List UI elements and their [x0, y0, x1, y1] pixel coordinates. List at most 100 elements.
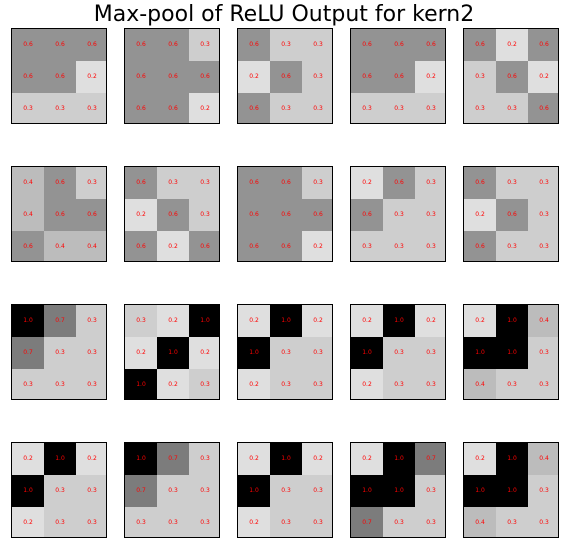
- heatmap-cell: 0.7: [351, 507, 383, 537]
- cell-value-label: 0.6: [475, 41, 485, 48]
- heatmap-cell: 0.3: [383, 337, 415, 369]
- cell-value-label: 0.6: [168, 211, 178, 218]
- cell-value-label: 0.2: [362, 455, 372, 462]
- cell-value-label: 0.2: [249, 519, 259, 526]
- cell-value-label: 0.3: [55, 487, 65, 494]
- cell-value-label: 0.6: [249, 105, 259, 112]
- cell-value-label: 0.3: [362, 243, 372, 250]
- heatmap-cell: 0.2: [238, 507, 270, 537]
- heatmap-cell: 0.2: [238, 305, 270, 337]
- heatmap-cell: 0.6: [125, 61, 157, 93]
- heatmap-cell: 1.0: [496, 475, 528, 507]
- cell-value-label: 1.0: [249, 487, 259, 494]
- heatmap-cell: 0.6: [464, 231, 496, 261]
- heatmap-cell: 0.2: [125, 337, 157, 369]
- cell-value-label: 0.2: [362, 179, 372, 186]
- heatmap-cell: 1.0: [464, 337, 496, 369]
- heatmap-cell: 0.6: [496, 199, 528, 231]
- heatmap-cell: 0.3: [528, 337, 558, 369]
- cell-value-label: 0.7: [168, 455, 178, 462]
- heatmap-cell: 0.2: [238, 61, 270, 93]
- heatmap-cell: 0.3: [189, 167, 219, 199]
- heatmap-cell: 0.2: [496, 29, 528, 61]
- heatmap-panel: 0.3 0.2 1.0 0.2 1.0 0.2 1.0 0.2 0.3: [124, 304, 220, 400]
- cell-value-label: 0.6: [168, 105, 178, 112]
- cell-value-label: 0.3: [55, 349, 65, 356]
- heatmap-cell: 0.4: [528, 305, 558, 337]
- cell-value-label: 0.3: [507, 519, 517, 526]
- heatmap-cell: 0.3: [383, 231, 415, 261]
- cell-value-label: 0.4: [23, 211, 33, 218]
- heatmap-cell: 1.0: [189, 305, 219, 337]
- heatmap-cell: 0.3: [496, 369, 528, 399]
- cell-value-label: 0.6: [507, 211, 517, 218]
- cell-value-label: 0.6: [394, 179, 404, 186]
- cell-value-label: 0.6: [394, 73, 404, 80]
- cell-value-label: 0.2: [136, 349, 146, 356]
- heatmap-cell: 0.2: [351, 369, 383, 399]
- heatmap-cell: 0.3: [302, 167, 332, 199]
- heatmap-cell: 0.3: [496, 231, 528, 261]
- heatmap-cell: 0.2: [157, 305, 189, 337]
- heatmap-cell: 0.3: [125, 507, 157, 537]
- chart-title: Max-pool of ReLU Output for kern2: [93, 2, 475, 27]
- heatmap-cell: 0.3: [351, 93, 383, 123]
- cell-value-label: 0.3: [539, 349, 549, 356]
- heatmap-cell: 0.2: [464, 199, 496, 231]
- heatmap-cell: 0.3: [270, 369, 302, 399]
- heatmap-panel: 1.0 0.7 0.3 0.7 0.3 0.3 0.3 0.3 0.3: [11, 304, 107, 400]
- cell-value-label: 1.0: [507, 487, 517, 494]
- heatmap-panel: 0.2 1.0 0.7 1.0 1.0 0.3 0.7 0.3 0.3: [350, 442, 446, 538]
- heatmap-cell: 0.6: [12, 61, 44, 93]
- heatmap-cell: 0.3: [270, 337, 302, 369]
- heatmap-cell: 0.7: [125, 475, 157, 507]
- cell-value-label: 0.2: [313, 243, 323, 250]
- cell-value-label: 0.3: [426, 211, 436, 218]
- cell-value-label: 0.3: [507, 105, 517, 112]
- heatmap-cell: 0.3: [270, 507, 302, 537]
- heatmap-panel: 0.2 0.6 0.3 0.6 0.3 0.3 0.3 0.3 0.3: [350, 166, 446, 262]
- cell-value-label: 0.4: [55, 243, 65, 250]
- cell-value-label: 0.3: [168, 487, 178, 494]
- heatmap-cell: 0.3: [189, 475, 219, 507]
- cell-value-label: 0.3: [281, 381, 291, 388]
- heatmap-cell: 0.2: [351, 167, 383, 199]
- cell-value-label: 1.0: [362, 487, 372, 494]
- cell-value-label: 0.3: [55, 381, 65, 388]
- cell-value-label: 0.3: [426, 519, 436, 526]
- cell-value-label: 0.6: [136, 179, 146, 186]
- cell-value-label: 0.3: [200, 381, 210, 388]
- cell-value-label: 0.4: [539, 317, 549, 324]
- heatmap-cell: 0.3: [189, 199, 219, 231]
- cell-value-label: 0.6: [249, 179, 259, 186]
- heatmap-cell: 0.6: [125, 29, 157, 61]
- heatmap-cell: 1.0: [464, 475, 496, 507]
- heatmap-cell: 0.6: [351, 61, 383, 93]
- cell-value-label: 0.3: [281, 349, 291, 356]
- cell-value-label: 1.0: [281, 455, 291, 462]
- cell-value-label: 0.6: [281, 211, 291, 218]
- heatmap-cell: 0.2: [125, 199, 157, 231]
- cell-value-label: 0.7: [136, 487, 146, 494]
- cell-value-label: 0.3: [394, 211, 404, 218]
- heatmap-cell: 0.3: [528, 199, 558, 231]
- cell-value-label: 0.3: [426, 243, 436, 250]
- heatmap-cell: 1.0: [383, 305, 415, 337]
- cell-value-label: 0.6: [362, 211, 372, 218]
- heatmap-cell: 0.2: [189, 337, 219, 369]
- cell-value-label: 0.3: [539, 243, 549, 250]
- heatmap-cell: 0.3: [464, 61, 496, 93]
- heatmap-cell: 0.6: [12, 231, 44, 261]
- cell-value-label: 0.2: [362, 381, 372, 388]
- heatmap-cell: 0.6: [125, 93, 157, 123]
- heatmap-panel: 0.2 1.0 0.2 1.0 0.3 0.3 0.2 0.3 0.3: [237, 442, 333, 538]
- heatmap-cell: 0.4: [464, 369, 496, 399]
- cell-value-label: 0.2: [507, 41, 517, 48]
- heatmap-cell: 0.3: [44, 475, 76, 507]
- cell-value-label: 0.6: [249, 41, 259, 48]
- heatmap-cell: 1.0: [496, 337, 528, 369]
- cell-value-label: 0.3: [200, 41, 210, 48]
- cell-value-label: 1.0: [23, 317, 33, 324]
- heatmap-cell: 0.3: [383, 369, 415, 399]
